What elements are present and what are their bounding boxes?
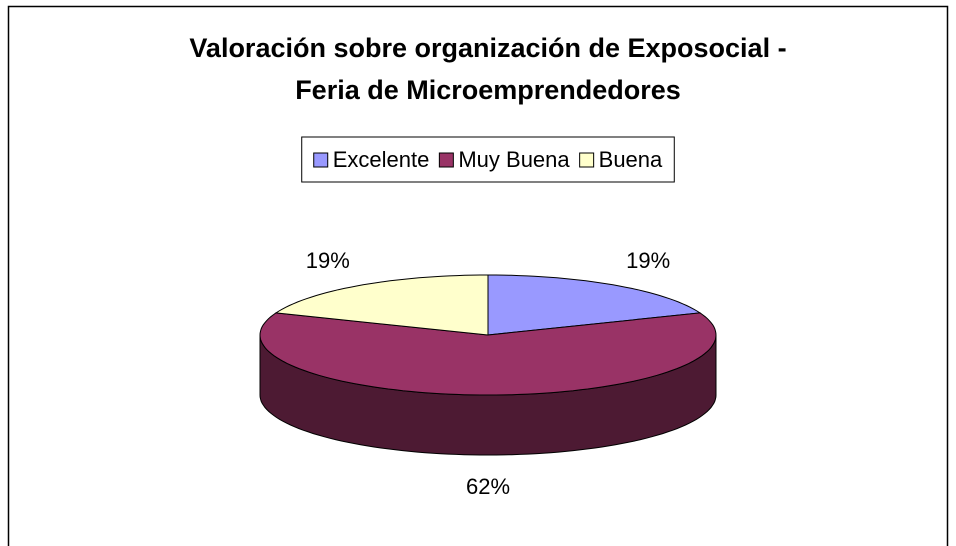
legend-label: Buena	[599, 147, 663, 172]
data-label: 19%	[626, 248, 670, 273]
data-label: 62%	[466, 474, 510, 499]
legend-swatch	[313, 152, 329, 168]
pie-slice	[259, 312, 717, 396]
pie-slice	[274, 274, 489, 336]
pie-slice	[487, 274, 702, 336]
legend-label: Muy Buena	[458, 147, 570, 172]
legend	[301, 136, 675, 183]
chart-title: Valoración sobre organización de Exposoc…	[189, 33, 786, 63]
chart-title: Feria de Microemprendedores	[295, 75, 681, 105]
legend-label: Excelente	[333, 147, 430, 172]
data-label: 19%	[306, 248, 350, 273]
legend-swatch	[579, 152, 595, 168]
legend-swatch	[438, 152, 454, 168]
